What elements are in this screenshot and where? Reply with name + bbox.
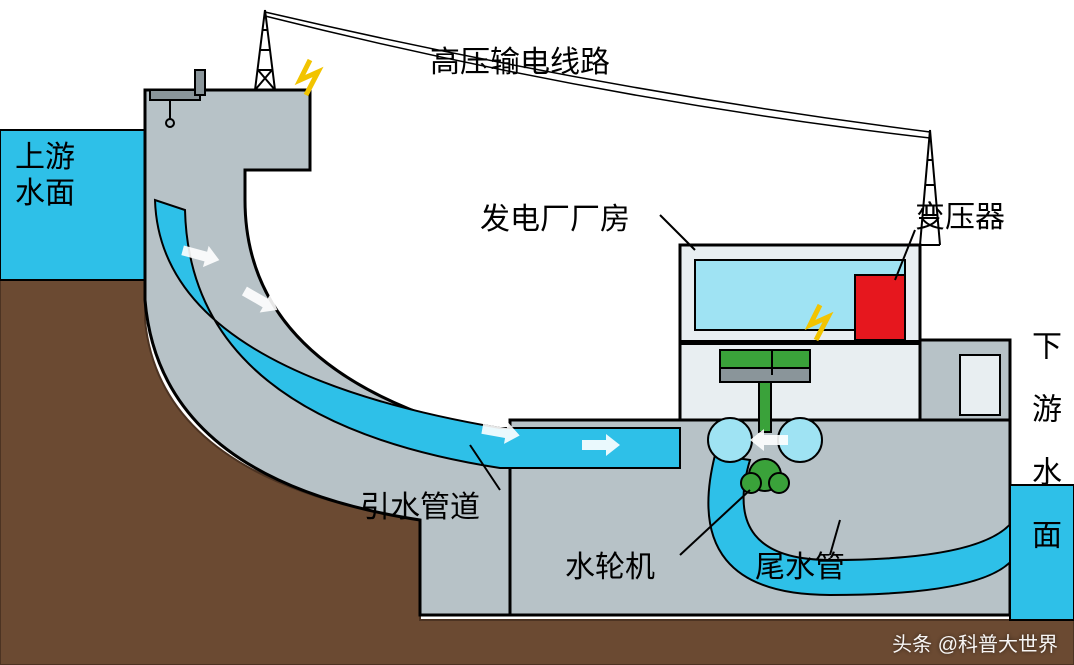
label-powerhouse: 发电厂厂房 <box>480 202 630 238</box>
label-downstream-water: 下 游 水 面 <box>1025 330 1061 549</box>
label-power-line: 高压输电线路 <box>430 45 610 81</box>
label-penstock: 引水管道 <box>360 490 480 526</box>
diagram-root: 高压输电线路 上游 水面 发电厂厂房 变压器 下 游 水 面 引水管道 水轮机 … <box>0 0 1074 665</box>
label-draft-tube: 尾水管 <box>755 550 845 586</box>
diagram-svg <box>0 0 1074 665</box>
label-transformer: 变压器 <box>915 200 1005 236</box>
credit-watermark: 头条 @科普大世界 <box>892 628 1058 657</box>
label-turbine: 水轮机 <box>565 550 655 586</box>
label-upstream-water: 上游 水面 <box>15 140 75 212</box>
